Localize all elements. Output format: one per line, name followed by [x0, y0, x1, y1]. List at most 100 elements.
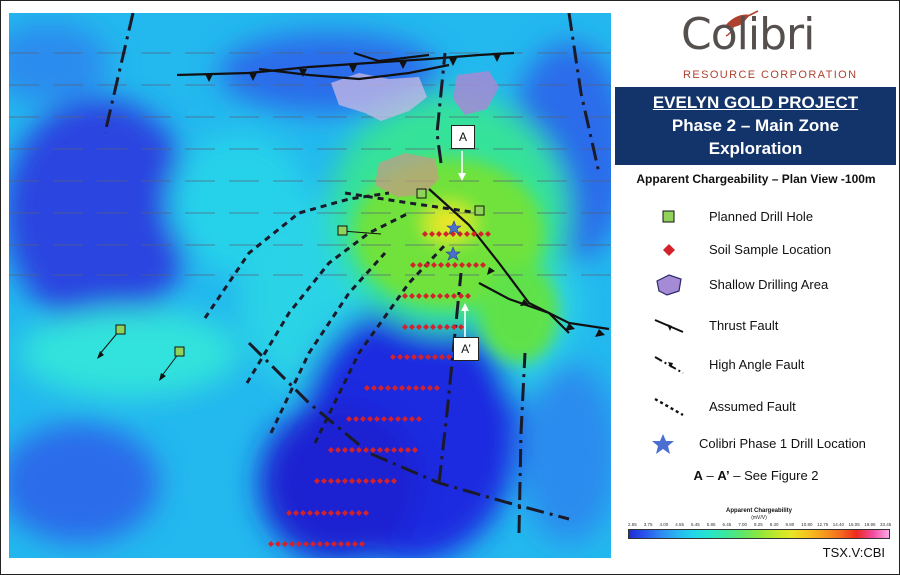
soil-sample-diamond [356, 510, 362, 516]
legend-shallow-drilling: Shallow Drilling Area [613, 273, 899, 297]
soil-sample-diamond [434, 385, 440, 391]
company-logo: Colibri RESOURCE CORPORATION [645, 7, 877, 85]
soil-sample-diamond [402, 293, 408, 299]
scale-tick-label: 4.00 [659, 522, 669, 527]
blue-star-icon [652, 434, 674, 454]
soil-sample-diamond [356, 478, 362, 484]
soil-sample-diamond [416, 324, 422, 330]
soil-sample-diamond [412, 447, 418, 453]
green-square-icon [662, 210, 675, 223]
soil-sample-diamond [471, 231, 477, 237]
soil-sample-diamond [335, 478, 341, 484]
scale-tick-label: 12.75 [817, 522, 829, 527]
scale-tick-label: 6.45 [722, 522, 732, 527]
soil-sample-diamond [397, 354, 403, 360]
soil-sample-diamond [314, 478, 320, 484]
soil-sample-diamond [349, 478, 355, 484]
legend-label: Shallow Drilling Area [709, 277, 829, 292]
thrust-teeth [205, 54, 605, 337]
soil-sample-diamond [370, 447, 376, 453]
soil-sample-diamond [473, 262, 479, 268]
project-title: EVELYN GOLD PROJECT [652, 93, 859, 112]
soil-sample-diamond [342, 510, 348, 516]
soil-sample-diamond [359, 541, 365, 547]
legend-soil-sample: Soil Sample Location [613, 238, 899, 262]
soil-sample-diamond [420, 385, 426, 391]
soil-sample-diamond [404, 354, 410, 360]
soil-sample-diamond [422, 231, 428, 237]
soil-sample-diamond [411, 354, 417, 360]
soil-sample-diamond [384, 478, 390, 484]
hummingbird-icon [724, 10, 759, 37]
soil-sample-diamond [363, 478, 369, 484]
legend-label: Planned Drill Hole [709, 209, 814, 224]
soil-sample-diamond [409, 416, 415, 422]
soil-sample-diamond [307, 510, 313, 516]
legend-planned-drill-hole: Planned Drill Hole [613, 205, 899, 229]
soil-sample-diamond [478, 231, 484, 237]
scale-tick-label: 16.05 [848, 522, 860, 527]
soil-sample-diamond [458, 293, 464, 299]
soil-sample-diamond [293, 510, 299, 516]
high-angle-fault-icon [654, 356, 684, 374]
legend-label: High Angle Fault [709, 357, 805, 372]
soil-sample-diamond [439, 354, 445, 360]
soil-sample-diamond [296, 541, 302, 547]
soil-sample-diamond [431, 262, 437, 268]
soil-sample-diamond [349, 510, 355, 516]
soil-sample-diamond [409, 324, 415, 330]
chargeability-map[interactable]: A A’ [9, 13, 611, 558]
assumed-fault-icon [654, 397, 684, 417]
soil-sample-diamond [443, 231, 449, 237]
scale-tick-label: 33.45 [880, 522, 892, 527]
scale-tick-label: 8.25 [754, 522, 763, 527]
soil-sample-diamond [328, 478, 334, 484]
soil-sample-diamond [413, 385, 419, 391]
scale-tick-label: 5.85 [706, 522, 716, 527]
soil-sample-diamond [378, 385, 384, 391]
map-caption: Apparent Chargeability – Plan View -100m [636, 172, 876, 186]
soil-sample-diamond [303, 541, 309, 547]
section-label-a-prime: A’ [453, 337, 479, 361]
soil-sample-diamond [459, 262, 465, 268]
soil-sample-diamond [452, 262, 458, 268]
scale-title: Apparent Chargeability [725, 508, 792, 514]
legend-label: Soil Sample Location [709, 242, 832, 257]
soil-sample-diamond [377, 447, 383, 453]
soil-sample-diamond [335, 510, 341, 516]
soil-sample-diamond [374, 416, 380, 422]
section-note: A – A’ – See Figure 2 [693, 468, 819, 483]
scale-tick-label: 14.40 [832, 522, 845, 527]
soil-sample-diamond [388, 416, 394, 422]
soil-sample-diamond [282, 541, 288, 547]
map-svg [9, 13, 611, 558]
high-angle-faults [103, 13, 601, 534]
soil-sample-diamond [405, 447, 411, 453]
soil-sample-diamond [409, 293, 415, 299]
soil-sample-diamond [324, 541, 330, 547]
soil-sample-diamond [349, 447, 355, 453]
shallow-drilling-areas [331, 71, 499, 197]
soil-sample-diamond [444, 324, 450, 330]
red-diamond-icon [663, 244, 675, 256]
soil-sample-diamond [427, 385, 433, 391]
soil-sample-diamond [402, 324, 408, 330]
soil-sample-diamond [410, 262, 416, 268]
scale-unit: (mV/V) [751, 515, 767, 521]
soil-sample-diamond [321, 478, 327, 484]
scale-ticks: 2.55 3.75 4.00 4.55 5.45 5.85 6.45 7.00 8.25 9.30… [628, 522, 892, 529]
legend-label: Assumed Fault [709, 399, 796, 414]
soil-sample-diamond [437, 324, 443, 330]
soil-sample-diamond [398, 447, 404, 453]
soil-sample-diamond [310, 541, 316, 547]
soil-sample-diamond [436, 231, 442, 237]
planned-drill-holes [97, 188, 485, 381]
scale-tick-label: 10.80 [801, 522, 813, 527]
soil-sample-diamond [465, 293, 471, 299]
soil-sample-diamond [445, 262, 451, 268]
thrust-fault-icon [654, 319, 684, 333]
legend-label: Colibri Phase 1 Drill Location [699, 436, 866, 451]
soil-sample-diamond [425, 354, 431, 360]
legend-thrust-fault: Thrust Fault [613, 314, 899, 338]
